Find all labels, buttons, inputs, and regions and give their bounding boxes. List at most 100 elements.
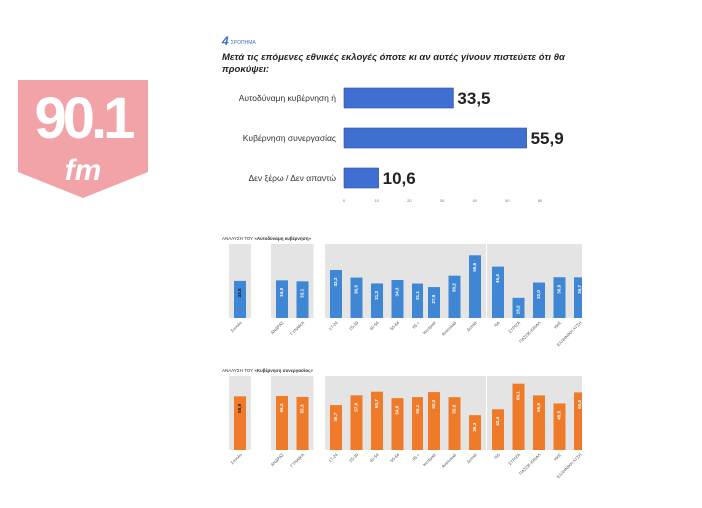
bar: [350, 277, 363, 318]
tick-label: ΝΔ: [493, 320, 501, 328]
data-label: 36,3: [472, 422, 477, 431]
data-label: 33,5: [457, 89, 490, 108]
tick-label: ΣΥΡΙΖΑ: [507, 320, 521, 334]
tick-label: ΚΚΕ: [553, 452, 563, 462]
chart-title-majority: ΑΝΑΛΥΣΗ ΤΟΥ «Αυτοδύναμη κυβέρνηση»: [222, 236, 311, 241]
bar: [448, 275, 461, 318]
data-label: 18,2: [516, 305, 521, 314]
data-label: 54,0: [395, 405, 400, 414]
bar: [553, 403, 566, 450]
bar: [234, 280, 246, 318]
bar: [574, 392, 582, 450]
tick-label: ΓΥΝΑΙΚΑ: [289, 320, 305, 336]
chart-title-emphasis: «Κυβέρνηση συνεργασίας»: [254, 368, 313, 373]
data-label: 32,0: [536, 290, 541, 299]
survey-question: Μετά τις επόμενες εθνικές εκλογές όποτε …: [222, 52, 565, 75]
bar: [428, 287, 440, 318]
bar: [276, 395, 288, 450]
tick-label: ΓΥΝΑΙΚΑ: [289, 452, 305, 468]
tick-label: 25-39: [348, 452, 360, 464]
bar: [512, 383, 525, 450]
bar: [391, 398, 404, 450]
tick-label: 55-64: [389, 320, 401, 332]
chart-title-emphasis: «Αυτοδύναμη κυβέρνηση»: [254, 236, 311, 241]
category-label: Κυβέρνηση συνεργασίας: [243, 133, 336, 143]
bar: [533, 395, 545, 450]
tick-label: 0: [343, 198, 346, 203]
data-label: 55,1: [415, 404, 420, 413]
logo-shield: [18, 80, 148, 198]
tick-label: Σύνολο: [230, 452, 244, 466]
bar: [492, 266, 504, 318]
data-label: 55,0: [452, 404, 457, 413]
tick-label: 55-64: [389, 452, 401, 464]
logo-graphic: 90.1 fm: [18, 80, 148, 198]
survey-panel: 4 ΣΡΟΠΗΜΑ Μετά τις επόμενες εθνικές εκλο…: [214, 28, 584, 498]
tick-label: 65 +: [411, 320, 421, 330]
data-label: 48,5: [557, 411, 562, 420]
data-label: 60,0: [577, 399, 582, 408]
bar: [574, 277, 582, 318]
chart-title-coalition: ΑΝΑΛΥΣΗ ΤΟΥ «Κυβέρνηση συνεργασίας»: [222, 368, 313, 373]
data-label: 46,7: [333, 412, 338, 421]
brand-logo: 4 ΣΡΟΠΗΜΑ: [222, 34, 256, 48]
bar: [469, 415, 481, 450]
bar: [330, 405, 342, 450]
tick-label: ΝΔ: [493, 452, 501, 460]
bar: [412, 283, 424, 318]
logo-suffix: fm: [65, 154, 102, 187]
bar: [428, 392, 440, 450]
data-label: 57,0: [354, 402, 359, 411]
tick-label: ΠΑΣΟΚ-ΚΙΝΑΛ: [518, 320, 542, 344]
data-label: 60,7: [374, 399, 379, 408]
tick-label: 10: [374, 198, 379, 203]
brand-text: ΣΡΟΠΗΜΑ: [230, 39, 256, 46]
bar: [234, 396, 246, 450]
bar: [330, 270, 342, 318]
data-label: 56,9: [536, 402, 541, 411]
tick-label: ΑΝΔΡΑΣ: [270, 452, 285, 467]
category-label: Δεν ξέρω / Δεν απαντώ: [248, 173, 336, 183]
bar: [343, 127, 527, 149]
data-label: 55,3: [300, 404, 305, 413]
chart-title-prefix: ΑΝΑΛΥΣΗ ΤΟΥ: [222, 236, 255, 241]
data-label: 34,3: [395, 287, 400, 296]
bar: [350, 395, 363, 450]
tick-label: Κεντρικά: [422, 320, 437, 335]
tick-label: 17-24: [328, 452, 340, 464]
horizontal-bar-chart: Αυτοδύναμη κυβέρνηση ή 33,5 Κυβέρνηση συνε…: [239, 87, 564, 203]
tick-label: 17-24: [328, 320, 340, 332]
logo-number: 90.1: [35, 86, 135, 151]
data-label: 27,9: [431, 294, 436, 303]
data-label: 55,9: [531, 129, 564, 148]
brand-mark: 4: [222, 34, 229, 48]
bar: [533, 282, 545, 318]
chart-title-prefix: ΑΝΑΛΥΣΗ ΤΟΥ: [222, 368, 255, 373]
data-label: 56,3: [279, 403, 284, 412]
bar: [343, 167, 379, 189]
data-label: 42,4: [495, 416, 500, 425]
tick-label: Κεντρικά: [422, 452, 437, 467]
bar: [512, 297, 525, 318]
tick-label: Ανατολικά: [441, 452, 458, 469]
tick-label: 65 +: [411, 452, 421, 462]
tick-label: ΣΥΡΙΖΑ: [507, 452, 521, 466]
bar: [492, 409, 504, 450]
bar: [448, 397, 461, 450]
bar: [412, 397, 424, 450]
tick-label: 20: [407, 198, 412, 203]
data-label: 36,7: [577, 284, 582, 293]
data-label: 36,8: [557, 284, 562, 293]
radio-logo: 90.1 fm: [14, 76, 152, 200]
coalition-breakdown-chart: 55,9 Σύνολο 56,3 ΑΝΔΡΑΣ 55,3 ΓΥΝΑΙΚΑ 46,7 17-24…: [229, 376, 582, 479]
tick-label: 50: [505, 198, 510, 203]
data-label: 56,6: [472, 262, 477, 271]
tick-label: 40-54: [369, 452, 381, 464]
data-label: 38,2: [452, 283, 457, 292]
data-label: 34,0: [279, 287, 284, 296]
bar: [296, 396, 309, 450]
data-label: 31,2: [374, 291, 379, 300]
bar: [553, 277, 566, 318]
data-label: 33,1: [300, 288, 305, 297]
bar: [296, 281, 309, 318]
